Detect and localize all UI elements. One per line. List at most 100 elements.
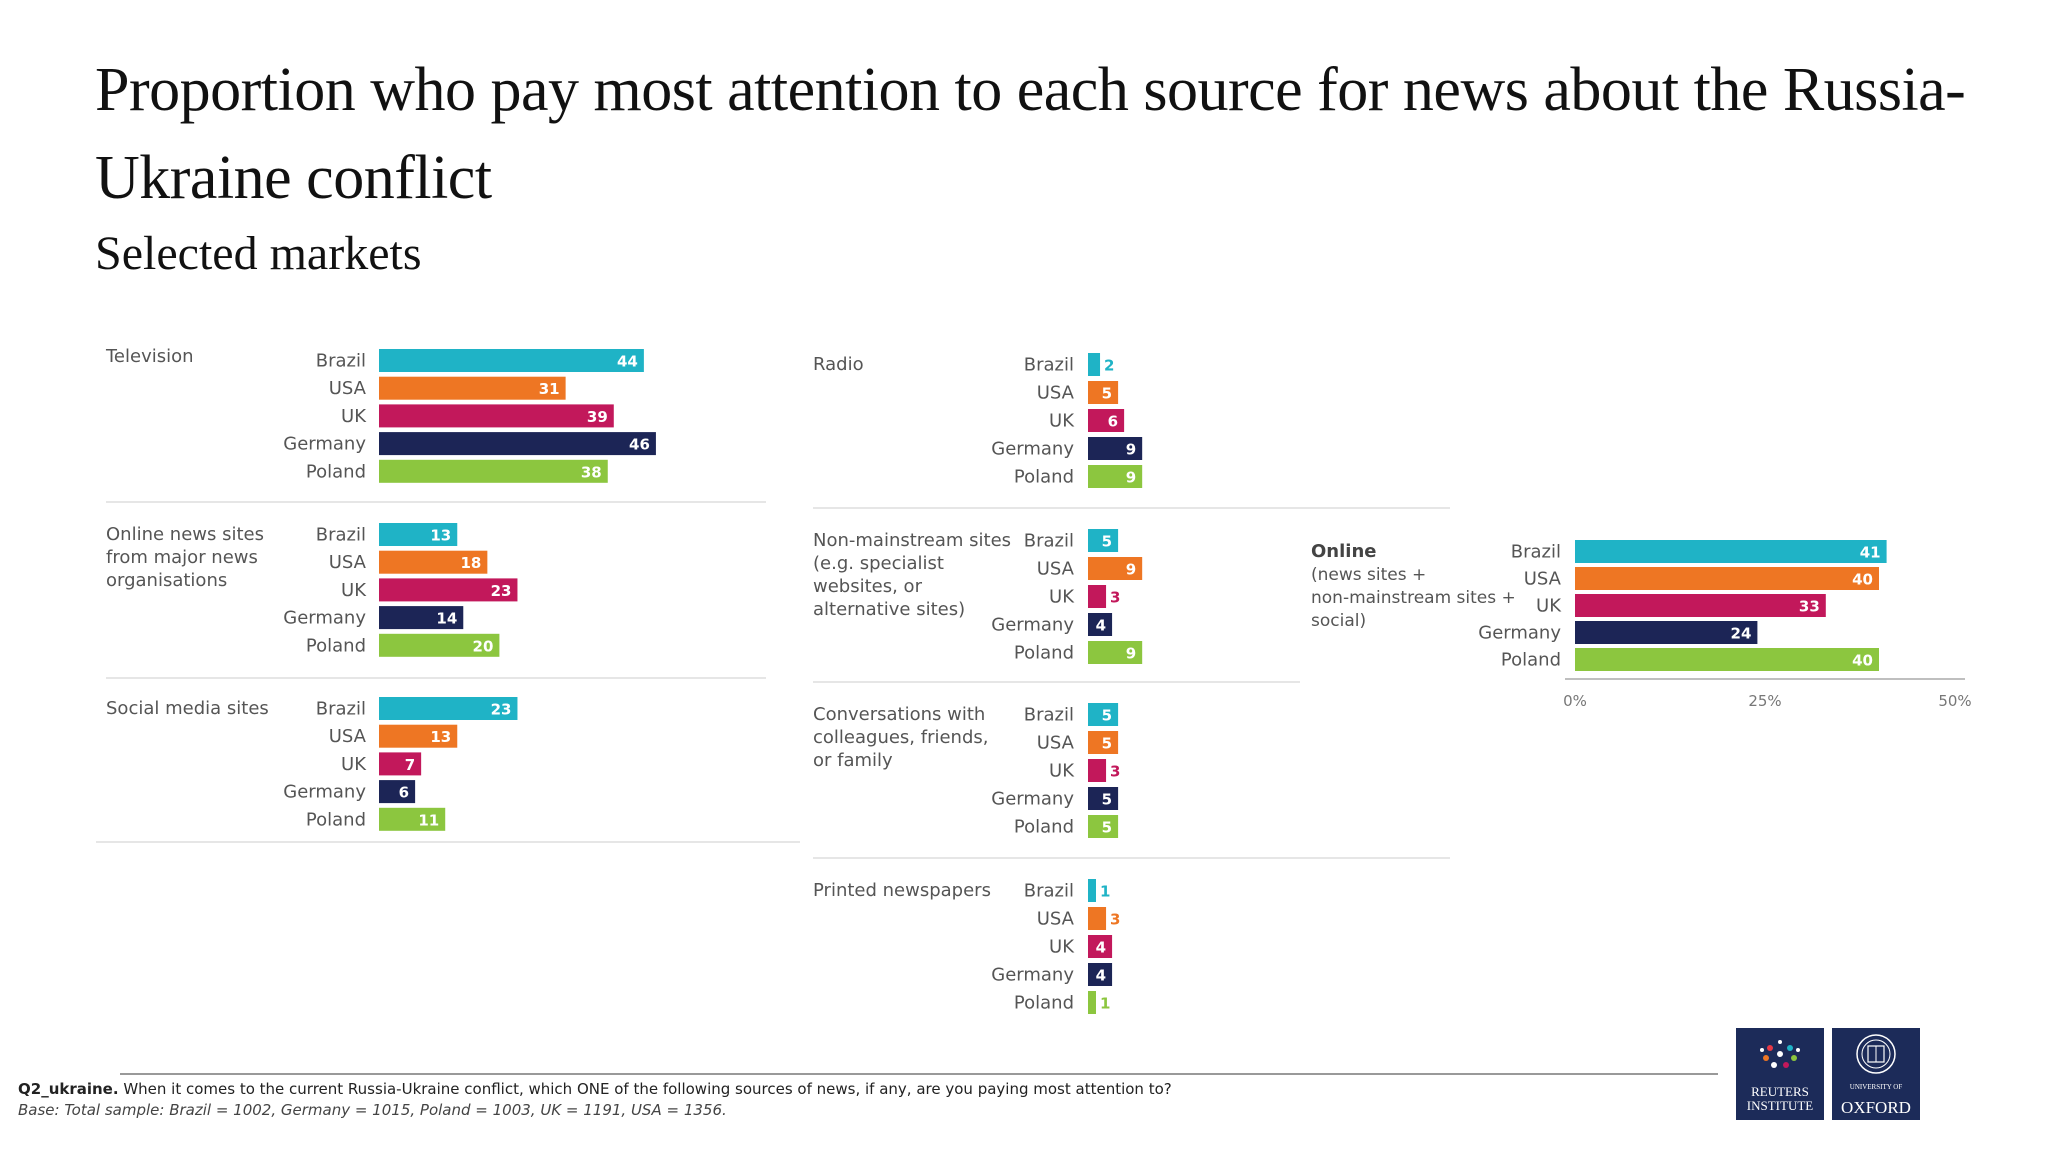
value-label-printed-newspapers-uk: 4 (1096, 939, 1106, 957)
country-label-uk: UK (1049, 587, 1075, 608)
country-label-poland: Poland (306, 635, 366, 656)
bar-radio-usa (1088, 381, 1119, 404)
value-label-online-usa: 40 (1852, 571, 1873, 589)
country-label-uk: UK (341, 406, 367, 427)
footer-divider (120, 1073, 1718, 1075)
value-label-social-media-sites-germany: 6 (399, 784, 409, 802)
country-label-uk: UK (1049, 937, 1075, 958)
bar-social-media-sites-brazil (379, 697, 518, 720)
country-label-brazil: Brazil (1024, 355, 1074, 376)
panel-radio: Radio Brazil 2 USA 5 UK 6 Germany 9 Poland 9 (813, 353, 1143, 488)
country-label-germany: Germany (283, 782, 366, 803)
country-label-poland: Poland (306, 809, 366, 830)
value-label-radio-germany: 9 (1126, 441, 1136, 459)
country-label-poland: Poland (1501, 650, 1561, 671)
oxford-logo-line1: UNIVERSITY OF (1849, 1083, 1903, 1091)
bar-television-poland (379, 459, 608, 483)
question-label: Q2_ukraine. (18, 1080, 119, 1098)
value-label-television-germany: 46 (629, 436, 650, 454)
country-label-poland: Poland (306, 461, 366, 482)
bar-social-media-sites-germany (379, 780, 416, 804)
value-label-social-media-sites-usa: 13 (430, 728, 451, 746)
bar-social-media-sites-uk (379, 752, 422, 776)
value-label-television-uk: 39 (587, 408, 608, 426)
country-label-usa: USA (1037, 383, 1075, 404)
bar-radio-germany (1088, 437, 1143, 460)
question-footnote: Q2_ukraine. When it comes to the current… (18, 1080, 1172, 1098)
country-label-uk: UK (341, 754, 367, 775)
bar-printed-newspapers-brazil (1088, 879, 1096, 902)
panel-title-conversations-with-colleagues-friends-or-family: Conversations with colleagues, friends, or… (813, 704, 989, 771)
country-label-usa: USA (329, 552, 367, 573)
bar-online-news-sites-from-major-news-organisations-usa (379, 550, 488, 574)
panel-conversations-with-colleagues-friends-or-family: Conversations with colleagues, friends, or… (813, 703, 1120, 838)
panel-title-radio: Radio (813, 354, 864, 375)
bar-television-uk (379, 404, 614, 428)
bar-conversations-with-colleagues-friends-or-family-germany (1088, 787, 1119, 810)
value-label-online-news-sites-from-major-news-organisations-brazil: 13 (430, 527, 451, 545)
bar-online-news-sites-from-major-news-organisations-germany (379, 606, 464, 630)
bar-online-brazil (1575, 540, 1887, 563)
panel-television: Television Brazil 44 USA 31 UK 39 Germany 46 Pola… (105, 346, 656, 483)
oxford-crest-icon (1856, 1034, 1896, 1074)
value-label-printed-newspapers-brazil: 1 (1100, 883, 1110, 901)
bar-online-usa (1575, 567, 1879, 590)
panel-printed-newspapers: Printed newspapers Brazil 1 USA 3 UK 4 Germany 4… (813, 879, 1120, 1014)
reuters-logo-line1: REUTERS (1751, 1084, 1809, 1099)
country-label-usa: USA (1037, 733, 1075, 754)
country-label-germany: Germany (283, 434, 366, 455)
country-label-poland: Poland (1014, 467, 1074, 488)
x-tick-label-3: 50% (1938, 692, 1971, 710)
bar-radio-uk (1088, 409, 1125, 432)
bar-printed-newspapers-germany (1088, 963, 1113, 986)
value-label-conversations-with-colleagues-friends-or-family-usa: 5 (1102, 735, 1112, 753)
value-label-radio-uk: 6 (1108, 413, 1118, 431)
bar-online-poland (1575, 648, 1879, 671)
country-label-brazil: Brazil (316, 699, 366, 720)
value-label-conversations-with-colleagues-friends-or-family-brazil: 5 (1102, 707, 1112, 725)
country-label-germany: Germany (991, 789, 1074, 810)
bar-non-mainstream-sites-e-g-specialist-websites-or-alternative-sites-brazil (1088, 529, 1119, 552)
panel-social-media-sites: Social media sites Brazil 23 USA 13 UK 7 German… (106, 697, 518, 831)
reuters-dots-icon (1760, 1040, 1800, 1068)
bar-online-germany (1575, 621, 1758, 644)
country-label-germany: Germany (991, 965, 1074, 986)
panel-title-non-mainstream-sites-e-g-specialist-websites-or-alternative-sites: Non-mainstream sites (e.g. specialist webs… (813, 530, 1011, 620)
panel-subtitle-online: (news sites + non-mainstream sites + socia… (1311, 565, 1516, 631)
value-label-television-poland: 38 (581, 463, 602, 481)
value-label-non-mainstream-sites-e-g-specialist-websites-or-alternative-sites-brazil: 5 (1102, 533, 1112, 551)
x-tick-label-2: 25% (1748, 692, 1781, 710)
country-label-brazil: Brazil (1024, 705, 1074, 726)
value-label-printed-newspapers-poland: 1 (1100, 995, 1110, 1013)
value-label-online-poland: 40 (1852, 652, 1873, 670)
value-label-online-uk: 33 (1799, 598, 1820, 616)
bar-social-media-sites-poland (379, 807, 446, 831)
value-label-printed-newspapers-germany: 4 (1096, 967, 1106, 985)
bar-non-mainstream-sites-e-g-specialist-websites-or-alternative-sites-germany (1088, 613, 1113, 636)
bar-social-media-sites-usa (379, 724, 458, 748)
value-label-social-media-sites-poland: 11 (418, 811, 439, 829)
country-label-brazil: Brazil (1024, 881, 1074, 902)
bar-radio-brazil (1088, 353, 1101, 376)
value-label-printed-newspapers-usa: 3 (1110, 911, 1120, 929)
value-label-television-usa: 31 (539, 380, 560, 398)
panel-online-news-sites-from-major-news-organisations: Online news sites from major news organisa… (106, 523, 518, 657)
value-label-online-news-sites-from-major-news-organisations-usa: 18 (460, 554, 481, 572)
bar-printed-newspapers-poland (1088, 991, 1096, 1014)
country-label-usa: USA (1524, 569, 1562, 590)
reuters-logo-line2: INSTITUTE (1746, 1098, 1814, 1113)
value-label-online-news-sites-from-major-news-organisations-poland: 20 (473, 637, 494, 655)
bar-television-germany (379, 432, 656, 456)
bar-online-uk (1575, 594, 1826, 617)
bar-printed-newspapers-uk (1088, 935, 1113, 958)
country-label-germany: Germany (991, 439, 1074, 460)
panel-online: Online (news sites + non-mainstream sites … (1311, 540, 1972, 710)
value-label-non-mainstream-sites-e-g-specialist-websites-or-alternative-sites-uk: 3 (1110, 589, 1120, 607)
country-label-usa: USA (1037, 909, 1075, 930)
value-label-radio-brazil: 2 (1104, 357, 1114, 375)
oxford-university-logo: UNIVERSITY OF OXFORD (1832, 1028, 1920, 1120)
value-label-online-news-sites-from-major-news-organisations-uk: 23 (491, 582, 512, 600)
bar-non-mainstream-sites-e-g-specialist-websites-or-alternative-sites-poland (1088, 641, 1143, 664)
value-label-television-brazil: 44 (617, 353, 638, 371)
